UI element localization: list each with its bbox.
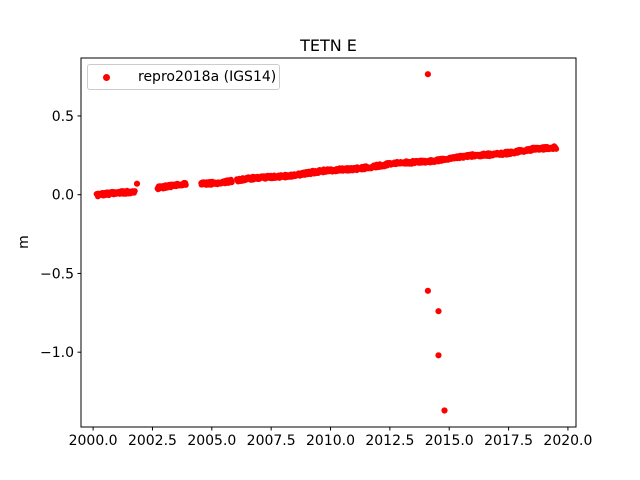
x-tick-label: 2005.0 <box>187 433 236 449</box>
outlier-point <box>435 352 442 359</box>
legend: repro2018a (IGS14) <box>87 64 280 90</box>
legend-label: repro2018a (IGS14) <box>138 69 277 85</box>
y-tick-label: 0.5 <box>52 109 74 125</box>
chart-title: TETN E <box>300 36 357 55</box>
scatter-point <box>553 146 560 152</box>
scatter-point <box>183 182 189 188</box>
outlier-point <box>441 407 448 414</box>
scatter-point <box>228 179 235 186</box>
x-tick-label: 2012.5 <box>365 433 414 449</box>
x-tick-label: 2000.0 <box>69 433 118 449</box>
outlier-point <box>133 180 141 187</box>
x-tick-label: 2010.0 <box>306 433 355 449</box>
scatter-point <box>132 188 138 194</box>
outlier-point <box>424 287 431 294</box>
x-tick-label: 2007.5 <box>247 433 296 449</box>
x-tick-label: 2017.5 <box>484 433 533 449</box>
legend-marker-icon <box>103 73 110 81</box>
y-tick-label: −0.5 <box>40 266 74 282</box>
x-tick-label: 2020.0 <box>543 433 592 449</box>
y-tick-label: −1.0 <box>40 345 74 361</box>
outlier-point <box>424 71 431 78</box>
y-tick-label: 0.0 <box>52 188 74 204</box>
outlier-point <box>435 308 442 315</box>
scatter-series <box>93 71 560 414</box>
x-tick-label: 2002.5 <box>128 433 177 449</box>
x-tick-label: 2015.0 <box>425 433 474 449</box>
y-axis-ticks: 0.5 0.0 −0.5 −1.0 <box>40 109 81 361</box>
x-axis-ticks: 2000.0 2002.5 2005.0 2007.5 2010.0 2012.5 2015… <box>69 427 592 449</box>
axes-frame <box>80 57 577 428</box>
